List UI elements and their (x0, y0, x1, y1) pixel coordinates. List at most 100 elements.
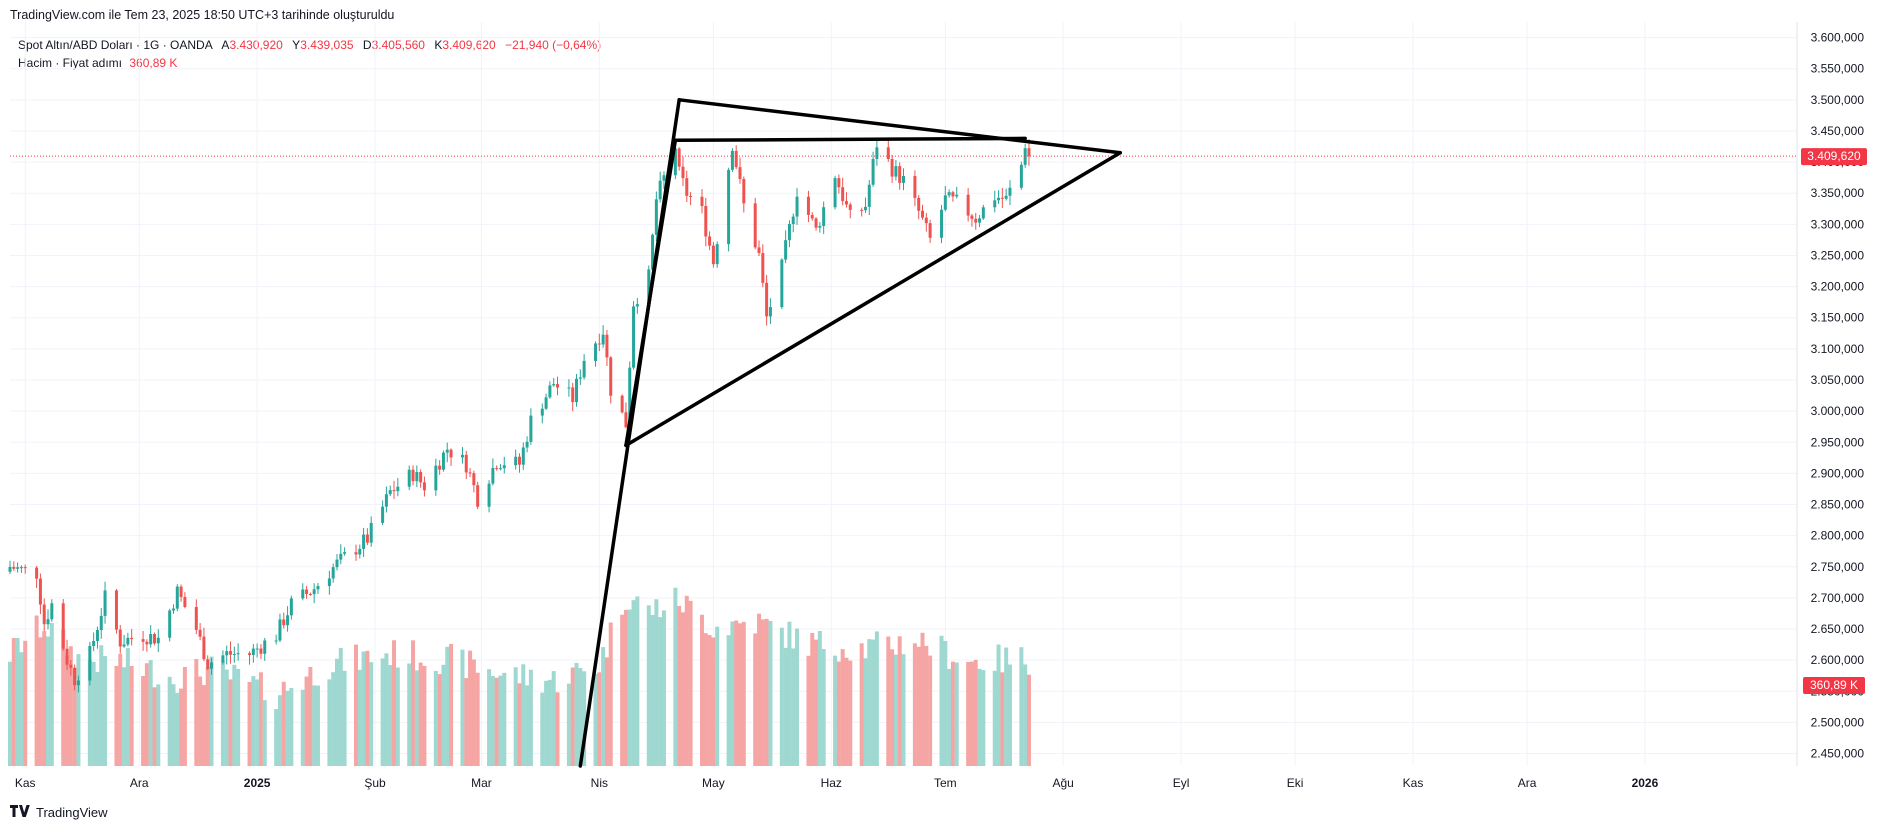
candle-body (624, 412, 628, 428)
volume-bar (156, 684, 161, 766)
volume-bars (8, 587, 1031, 766)
volume-bar (833, 655, 838, 766)
volume-bar (422, 665, 427, 766)
volume-bar (578, 668, 583, 766)
volume-bar (502, 672, 507, 766)
volume-bar (620, 614, 625, 766)
candle-body (924, 217, 928, 224)
volume-bar (72, 668, 77, 766)
volume-bar (741, 621, 746, 766)
volume-bar (684, 595, 689, 766)
candle-body (871, 158, 875, 185)
candle-body (8, 566, 12, 572)
candle-body (1008, 187, 1012, 196)
volume-bar (353, 644, 358, 766)
price-tick-label: 2.850,000 (1811, 498, 1865, 512)
triangle-lower-line[interactable] (624, 150, 1122, 448)
candle-body (415, 472, 419, 482)
candle-body (343, 552, 347, 554)
candle-body (130, 637, 134, 640)
candle-body (860, 209, 864, 211)
close-key: K (434, 38, 443, 52)
change-value: −21,940 (−0,64%) (505, 38, 602, 52)
candle-body (434, 465, 438, 491)
candle-body (354, 552, 358, 555)
volume-bar (939, 635, 944, 766)
candle-body (571, 387, 575, 403)
volume-bar (920, 632, 925, 766)
volume-bar (627, 609, 632, 766)
volume-bar (582, 671, 587, 766)
price-tick-label: 3.250,000 (1811, 248, 1865, 262)
candle-body (149, 634, 153, 645)
candle-body (890, 159, 894, 177)
volume-bar (753, 633, 758, 766)
horizontal-resistance-line[interactable] (673, 136, 1027, 143)
candle-body (578, 377, 582, 379)
time-tick-label: 2026 (1632, 776, 1659, 790)
candle-body (221, 655, 225, 663)
volume-bar (141, 676, 146, 766)
volume-bar (540, 692, 545, 766)
drawn-trendlines[interactable] (578, 98, 1122, 768)
candle-body (259, 648, 263, 654)
time-axis[interactable]: Kas Ara 2025 Şub Mar Nis May Haz Tem Ağu Eyl Eki Kas… (15, 776, 1659, 790)
candle-body (597, 343, 601, 345)
candle-body (175, 586, 179, 609)
volume-bar (517, 683, 522, 766)
volume-bar (673, 587, 678, 766)
volume-bar (574, 662, 579, 766)
volume-bar (129, 665, 134, 766)
candle-body (715, 244, 719, 265)
volume-bar (152, 687, 157, 766)
candle-body (970, 215, 974, 219)
volume-bar (285, 690, 290, 766)
volume-bar (836, 661, 841, 766)
volume-bar (890, 649, 895, 766)
volume-bar (981, 670, 986, 766)
volume-bar (916, 646, 921, 766)
price-tick-label: 3.100,000 (1811, 342, 1865, 356)
candle-body (61, 603, 65, 649)
candle-body (730, 150, 734, 170)
volume-bar (973, 659, 978, 766)
candle-body (863, 206, 867, 211)
candle-body (647, 269, 651, 305)
volume-bar (99, 645, 104, 766)
volume-bar (251, 676, 256, 766)
candle-body (658, 180, 662, 200)
volume-bar (658, 617, 663, 766)
symbol-label[interactable]: Spot Altın/ABD Doları · 1G · OANDA (18, 38, 213, 52)
volume-bar (525, 685, 530, 766)
candle-body (206, 659, 210, 669)
candle-body (765, 282, 769, 317)
candle-body (742, 178, 746, 204)
candle-body (19, 567, 23, 569)
candle-body (38, 578, 42, 605)
candle-body (951, 192, 955, 197)
price-axis[interactable]: 3.600,0003.550,0003.500,0003.450,0003.40… (1811, 31, 1865, 761)
candle-body (685, 178, 689, 196)
candle-body (339, 553, 343, 560)
candle-body (225, 651, 229, 656)
candle-body (248, 653, 252, 655)
volume-bar (943, 640, 948, 766)
volume-bar (593, 673, 598, 766)
price-tick-label: 3.550,000 (1811, 62, 1865, 76)
volume-label[interactable]: Hacim · Fiyat adımı (18, 56, 123, 70)
candle-body (814, 218, 818, 228)
candle-body (460, 454, 464, 458)
flagpole-upper-line[interactable] (624, 138, 678, 448)
candle-body (229, 651, 233, 655)
candle-body (289, 598, 293, 616)
volume-bar (528, 669, 533, 766)
volume-bar (996, 644, 1001, 766)
volume-bar (125, 648, 130, 766)
candle-body (955, 194, 959, 197)
candle-body (365, 534, 369, 543)
triangle-upper-line[interactable] (677, 98, 1122, 155)
candle-body (502, 465, 506, 469)
volume-bar (734, 620, 739, 766)
candle-body (787, 224, 791, 241)
